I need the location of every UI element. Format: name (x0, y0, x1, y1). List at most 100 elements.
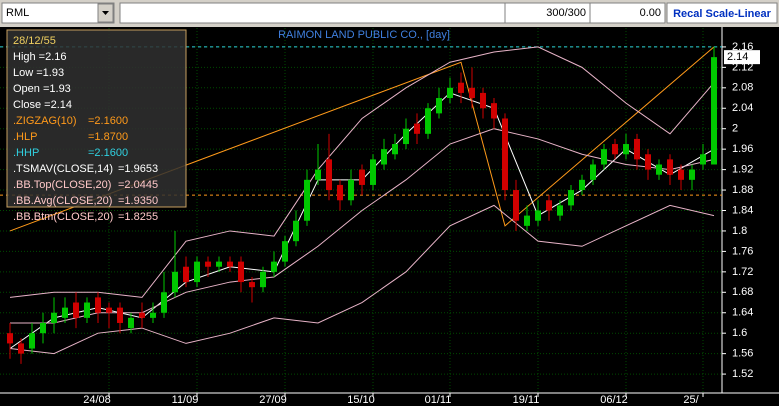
candle-body (73, 302, 79, 318)
legend-value: =2.1600 (88, 115, 128, 127)
x-tick-label: 19/11 (513, 394, 540, 406)
candle-body (40, 322, 46, 334)
recal-label: Recal Scale-Linear (673, 8, 772, 20)
candle-body (381, 149, 387, 165)
legend-name: .HHP (13, 147, 39, 159)
candle-body (579, 179, 585, 191)
x-tick-label: 25/ (683, 394, 699, 406)
info-line: Low =1.93 (13, 67, 64, 79)
legend-value: =2.1600 (88, 147, 128, 159)
candle-body (95, 297, 101, 313)
legend-name: .BB.Top(CLOSE,20) (13, 179, 111, 191)
status-box (119, 2, 506, 24)
legend-value: =2.0445 (118, 179, 158, 191)
candle-body (216, 261, 222, 267)
y-tick-label: 1.76 (732, 245, 753, 257)
candle-body (700, 154, 706, 165)
candle-body (238, 261, 244, 283)
candle-body (337, 184, 343, 201)
candle-body (689, 169, 695, 180)
symbol: RML (6, 7, 29, 19)
x-tick-label: 15/10 (347, 394, 375, 406)
candle-body (62, 307, 68, 318)
candle-body (392, 144, 398, 155)
candle-body (491, 103, 497, 119)
candle-body (260, 271, 266, 288)
candle-body (139, 312, 145, 318)
candle-body (678, 169, 684, 180)
x-tick-label: 06/12 (600, 394, 628, 406)
candle-body (271, 261, 277, 272)
indicator-line (9, 46, 715, 232)
candle-body (535, 210, 541, 221)
x-tick-label: 27/09 (259, 394, 287, 406)
x-tick-label: 24/08 (83, 394, 111, 406)
candle-body (425, 108, 431, 134)
candle-body (326, 159, 332, 191)
candle-body (524, 215, 530, 226)
y-tick-label: 1.52 (732, 368, 753, 380)
y-tick-label: 1.92 (732, 164, 753, 176)
legend-name: .TSMAV(CLOSE,14) (13, 163, 113, 175)
indicator-line (9, 46, 715, 298)
candle-body (348, 179, 354, 201)
candle-body (117, 307, 123, 323)
candle-body (612, 144, 618, 155)
legend-value: =1.9653 (118, 163, 158, 175)
candle-body (568, 190, 574, 206)
candle-body (51, 312, 57, 323)
candle-body (403, 128, 409, 145)
y-tick-label: 1.88 (732, 184, 753, 196)
info-date: 28/12/55 (13, 35, 56, 47)
candle-body (480, 92, 486, 109)
y-tick-label: 1.6 (732, 327, 747, 339)
indicator-line (10, 128, 715, 324)
legend-name: .BB.Avg(CLOSE,20) (13, 195, 112, 207)
candle-body (227, 261, 233, 267)
legend-name: .HLP (13, 131, 37, 143)
candle-body (304, 179, 310, 221)
plot: 1.52 1.56 1.6 1.64 1.68 1.72 1.76 1.8 1.84 1.88 1.… (0, 28, 760, 406)
candle-body (106, 307, 112, 313)
symbol-input[interactable] (1, 2, 115, 24)
candle-body (546, 200, 552, 211)
legend-name: .BB.Btm(CLOSE,20) (13, 211, 113, 223)
candle-body (370, 159, 376, 185)
y-tick-label: 1.64 (732, 307, 753, 319)
change: 0.00 (640, 7, 661, 19)
recal-button[interactable] (666, 2, 778, 24)
candle-body (623, 144, 629, 155)
candle-body (315, 169, 321, 180)
count: 300/300 (546, 7, 586, 19)
candle-body (150, 312, 156, 318)
candle-body (359, 169, 365, 185)
candle-body (161, 292, 167, 313)
legend-name: .ZIGZAG(10) (13, 115, 77, 127)
candle-body (447, 87, 453, 99)
last-price-label: 2.14 (727, 51, 748, 63)
candle-body (656, 164, 662, 175)
y-tick-label: 1.72 (732, 266, 753, 278)
legend-value: =1.8700 (88, 131, 128, 143)
candle-body (645, 154, 651, 170)
y-tick-label: 1.8 (732, 225, 747, 237)
y-tick-label: 1.68 (732, 286, 753, 298)
candle-body (557, 205, 563, 216)
candle-body (469, 87, 475, 99)
legend-value: =1.8255 (118, 211, 158, 223)
candle-body (293, 220, 299, 242)
y-tick-label: 2 (732, 123, 738, 135)
indicator-line (9, 204, 715, 355)
candle-body (502, 118, 508, 191)
y-tick-label: 2.12 (732, 61, 753, 73)
x-tick-label: 01/11 (425, 394, 452, 406)
y-tick-label: 2.08 (732, 82, 753, 94)
candle-body (7, 333, 13, 344)
candle-body (458, 82, 464, 93)
y-tick-label: 1.84 (732, 204, 753, 216)
candle-body (282, 241, 288, 262)
info-line: Open =1.93 (13, 83, 71, 95)
y-tick-label: 1.96 (732, 143, 753, 155)
